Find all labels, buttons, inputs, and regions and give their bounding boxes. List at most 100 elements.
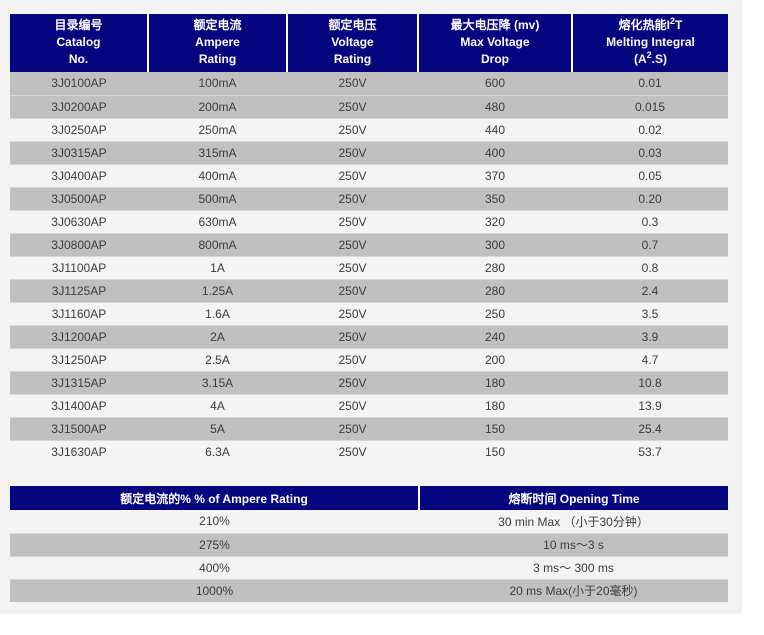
voltage-rating-cell: 250V — [338, 421, 367, 436]
spec-table-row: 3J1125AP 1.25A 250V 280 2.4 — [10, 279, 728, 302]
ampere-rating-cell: 1.25A — [201, 283, 234, 298]
timing-table-body: 210% 30 min Max （小于30分钟） 275% 10 ms～3 s … — [10, 510, 728, 602]
col-header-ampere-rating: 额定电流 Ampere Rating — [147, 14, 287, 72]
ampere-rating-cell: 250mA — [198, 122, 237, 137]
ampere-rating-cell: 500mA — [198, 191, 237, 206]
melting-integral-cell: 0.20 — [638, 191, 662, 206]
catalog-no-cell: 3J0315AP — [51, 145, 107, 160]
voltage-rating-cell: 250V — [338, 99, 367, 114]
voltage-rating-cell: 250V — [338, 444, 367, 459]
spec-table-row: 3J0400AP 400mA 250V 370 0.05 — [10, 164, 728, 187]
ampere-rating-cell: 400mA — [198, 168, 237, 183]
header-zh: 额定电压 — [328, 18, 377, 32]
ampere-rating-cell: 200mA — [198, 99, 237, 114]
ampere-rating-cell: 1.6A — [205, 306, 230, 321]
ampere-rating-cell: 6.3A — [205, 444, 230, 459]
max-voltage-drop-cell: 240 — [484, 329, 506, 344]
max-voltage-drop-cell: 300 — [484, 237, 506, 252]
catalog-no-cell: 3J1630AP — [51, 444, 107, 459]
melting-integral-cell: 3.5 — [641, 306, 659, 321]
voltage-rating-cell: 250V — [338, 306, 367, 321]
spec-table-row: 3J0800AP 800mA 250V 300 0.7 — [10, 233, 728, 256]
melting-integral-cell: 10.8 — [638, 375, 662, 390]
timing-table-row: 1000% 20 ms Max(小于20毫秒) — [10, 579, 728, 602]
spec-table-head: 目录编号 Catalog No. 额定电流 Ampere Rating 额定电压… — [10, 14, 728, 72]
spec-table-row: 3J1400AP 4A 250V 180 13.9 — [10, 394, 728, 417]
opening-time-cell: 10 ms～3 s — [543, 538, 604, 552]
melting-integral-cell: 53.7 — [638, 444, 662, 459]
header-en: Voltage — [331, 35, 374, 49]
voltage-rating-cell: 250V — [338, 191, 367, 206]
timing-header-row: 额定电流的% % of Ampere Rating 熔断时间 Opening T… — [10, 486, 728, 510]
spec-table-body: 3J0100AP 100mA 250V 600 0.01 3J0200AP 20… — [10, 72, 728, 463]
spec-table-row: 3J0500AP 500mA 250V 350 0.20 — [10, 187, 728, 210]
spec-table-row: 3J1250AP 2.5A 250V 200 4.7 — [10, 348, 728, 371]
catalog-no-cell: 3J1160AP — [51, 306, 107, 321]
max-voltage-drop-cell: 280 — [484, 260, 506, 275]
spec-table-row: 3J0250AP 250mA 250V 440 0.02 — [10, 118, 728, 141]
spec-table-row: 3J1315AP 3.15A 250V 180 10.8 — [10, 371, 728, 394]
header-en: Melting Integral — [606, 35, 695, 49]
voltage-rating-cell: 250V — [338, 260, 367, 275]
header-zh: 目录编号 — [54, 18, 103, 32]
percent-cell: 210% — [199, 514, 230, 529]
ampere-rating-cell: 2A — [210, 329, 225, 344]
melting-integral-cell: 0.015 — [634, 99, 666, 114]
catalog-no-cell: 3J0250AP — [51, 122, 107, 137]
spec-table-row: 3J1100AP 1A 250V 280 0.8 — [10, 256, 728, 279]
percent-cell: 1000% — [195, 583, 234, 598]
header-en: Rating — [198, 52, 237, 66]
ampere-rating-cell: 5A — [210, 421, 225, 436]
opening-time-cell: 30 min Max （小于30分钟） — [498, 514, 649, 529]
max-voltage-drop-cell: 400 — [484, 145, 506, 160]
timing-table-row: 210% 30 min Max （小于30分钟） — [10, 510, 728, 533]
max-voltage-drop-cell: 370 — [484, 168, 506, 183]
spec-table-row: 3J1630AP 6.3A 250V 150 53.7 — [10, 440, 728, 463]
spec-header-row: 目录编号 Catalog No. 额定电流 Ampere Rating 额定电压… — [10, 14, 728, 72]
voltage-rating-cell: 250V — [338, 76, 367, 91]
timing-table-row: 275% 10 ms～3 s — [10, 533, 728, 556]
percent-cell: 400% — [199, 560, 230, 575]
col-header-voltage-rating: 额定电压 Voltage Rating — [286, 14, 418, 72]
voltage-rating-cell: 250V — [338, 237, 367, 252]
voltage-rating-cell: 250V — [338, 145, 367, 160]
ampere-rating-cell: 630mA — [198, 214, 237, 229]
voltage-rating-cell: 250V — [338, 283, 367, 298]
catalog-no-cell: 3J1200AP — [51, 329, 107, 344]
col-header-max-voltage-drop: 最大电压降 (mv) Max Voltage Drop — [417, 14, 572, 72]
melting-integral-cell: 13.9 — [638, 398, 662, 413]
header-en: Max Voltage — [460, 35, 530, 49]
percent-cell: 275% — [199, 537, 230, 552]
opening-time-cell: 3 ms～ 300 ms — [533, 561, 614, 575]
opening-time-cell: 20 ms Max(小于20毫秒) — [509, 584, 638, 599]
max-voltage-drop-cell: 200 — [484, 352, 506, 367]
max-voltage-drop-cell: 180 — [484, 375, 506, 390]
voltage-rating-cell: 250V — [338, 122, 367, 137]
ampere-rating-cell: 315mA — [198, 145, 237, 160]
catalog-no-cell: 3J1250AP — [51, 352, 107, 367]
spec-table-row: 3J0630AP 630mA 250V 320 0.3 — [10, 210, 728, 233]
catalog-no-cell: 3J1400AP — [51, 398, 107, 413]
header-zh: 额定电流 — [193, 18, 242, 32]
header-en: Drop — [481, 52, 509, 66]
spec-table-row: 3J1200AP 2A 250V 240 3.9 — [10, 325, 728, 348]
voltage-rating-cell: 250V — [338, 375, 367, 390]
catalog-no-cell: 3J1125AP — [51, 283, 107, 298]
spec-table-row: 3J1160AP 1.6A 250V 250 3.5 — [10, 302, 728, 325]
melting-integral-cell: 0.02 — [638, 122, 662, 137]
timing-table-head: 额定电流的% % of Ampere Rating 熔断时间 Opening T… — [10, 486, 728, 510]
ampere-rating-cell: 4A — [210, 398, 225, 413]
voltage-rating-cell: 250V — [338, 352, 367, 367]
content-area: 目录编号 Catalog No. 额定电流 Ampere Rating 额定电压… — [0, 0, 742, 614]
catalog-no-cell: 3J1315AP — [51, 375, 107, 390]
header-unit: (A2.S) — [633, 50, 668, 67]
col-header-melting-integral: 熔化热能I2T Melting Integral (A2.S) — [571, 14, 728, 72]
melting-integral-cell: 25.4 — [638, 421, 662, 436]
header-zh: 熔化热能I2T — [618, 16, 683, 33]
max-voltage-drop-cell: 280 — [484, 283, 506, 298]
spec-table-row: 3J1500AP 5A 250V 150 25.4 — [10, 417, 728, 440]
melting-integral-cell: 0.05 — [638, 168, 662, 183]
timing-table-row: 400% 3 ms～ 300 ms — [10, 556, 728, 579]
spec-table-row: 3J0100AP 100mA 250V 600 0.01 — [10, 72, 728, 95]
